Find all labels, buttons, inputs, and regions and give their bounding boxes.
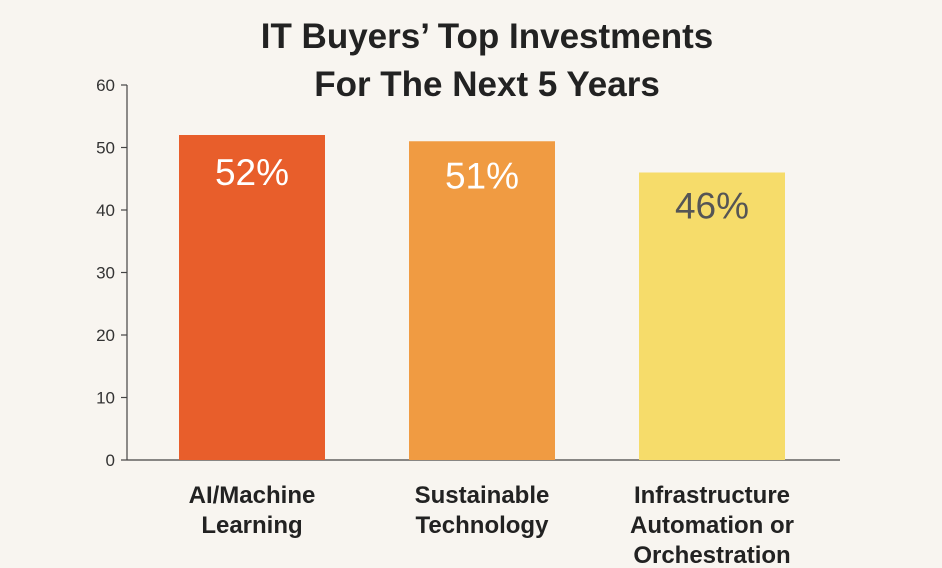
bar: [409, 141, 555, 460]
data-label: 52%: [215, 152, 289, 193]
category-label: Technology: [416, 512, 550, 539]
y-tick-label: 50: [96, 139, 115, 158]
chart-title: IT Buyers’ Top Investments For The Next …: [261, 17, 714, 104]
data-label: 46%: [675, 186, 749, 227]
y-axis-ticks: 0 10 20 30 40 50 60: [96, 76, 127, 470]
y-tick-label: 40: [96, 201, 115, 220]
y-tick-label: 10: [96, 389, 115, 408]
category-label: Automation or: [630, 512, 794, 539]
bar: [639, 172, 785, 460]
category-labels: AI/Machine Learning Sustainable Technology I…: [189, 482, 794, 568]
y-tick-label: 30: [96, 264, 115, 283]
chart-title-line-2: For The Next 5 Years: [314, 65, 660, 104]
y-tick-label: 0: [106, 451, 115, 470]
data-label: 51%: [445, 155, 519, 196]
category-label: Infrastructure: [634, 482, 790, 509]
category-label: AI/Machine: [189, 482, 316, 509]
category-label: Orchestration: [633, 542, 790, 568]
chart-title-line-1: IT Buyers’ Top Investments: [261, 17, 714, 56]
bars: [179, 135, 785, 460]
category-label: Sustainable: [415, 482, 550, 509]
data-labels: 52% 51% 46%: [215, 152, 749, 227]
bar: [179, 135, 325, 460]
category-label: Learning: [201, 512, 302, 539]
y-tick-label: 20: [96, 326, 115, 345]
y-tick-label: 60: [96, 76, 115, 95]
